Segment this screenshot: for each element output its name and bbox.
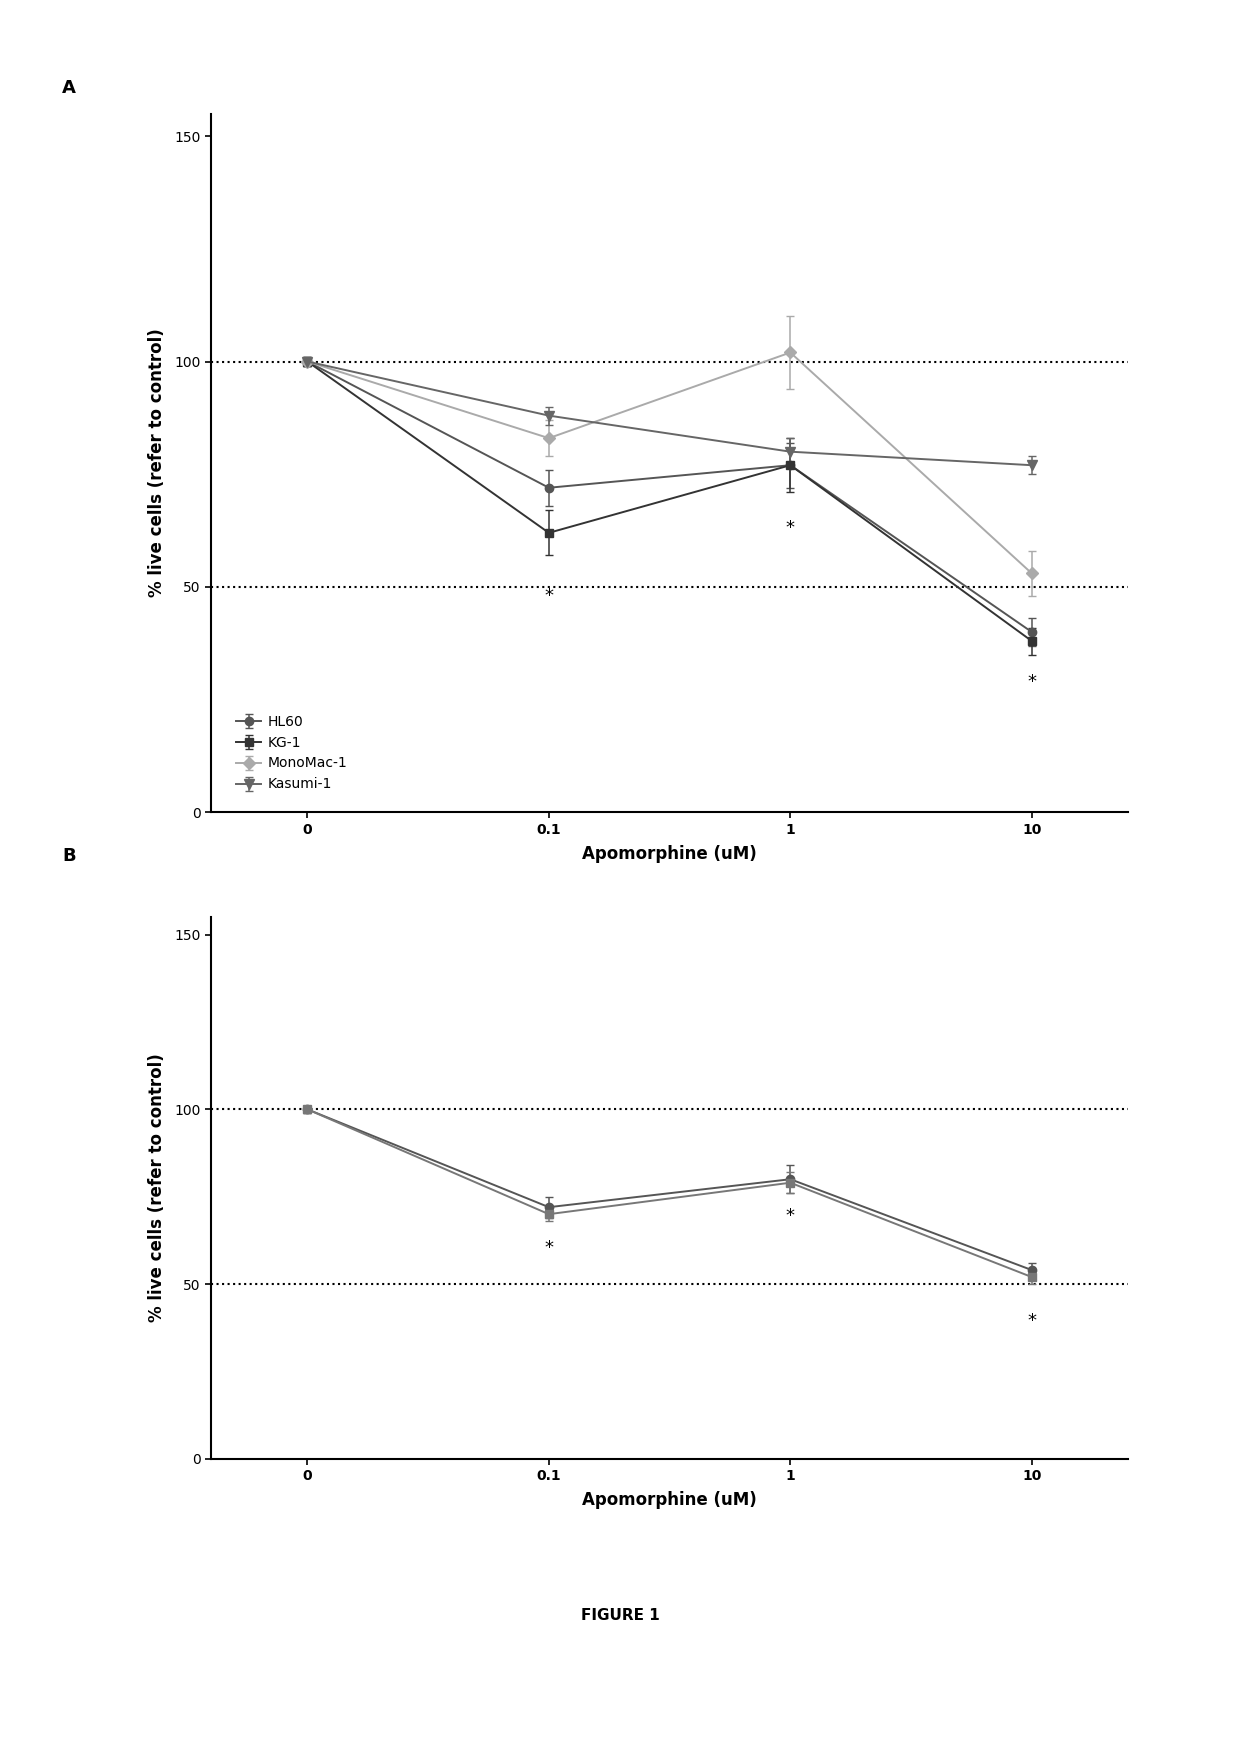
Text: *: * xyxy=(544,587,553,604)
Legend: HL60, KG-1, MonoMac-1, Kasumi-1: HL60, KG-1, MonoMac-1, Kasumi-1 xyxy=(236,715,347,791)
Y-axis label: % live cells (refer to control): % live cells (refer to control) xyxy=(148,328,166,597)
Text: *: * xyxy=(544,1239,553,1256)
Text: *: * xyxy=(1027,1312,1037,1329)
Text: A: A xyxy=(62,79,76,96)
X-axis label: Apomorphine (uM): Apomorphine (uM) xyxy=(583,1492,756,1509)
Text: *: * xyxy=(1027,673,1037,690)
X-axis label: Apomorphine (uM): Apomorphine (uM) xyxy=(583,846,756,863)
Text: B: B xyxy=(62,847,76,865)
Text: *: * xyxy=(786,1207,795,1225)
Text: *: * xyxy=(786,519,795,538)
Y-axis label: % live cells (refer to control): % live cells (refer to control) xyxy=(148,1053,166,1322)
Text: FIGURE 1: FIGURE 1 xyxy=(580,1609,660,1623)
